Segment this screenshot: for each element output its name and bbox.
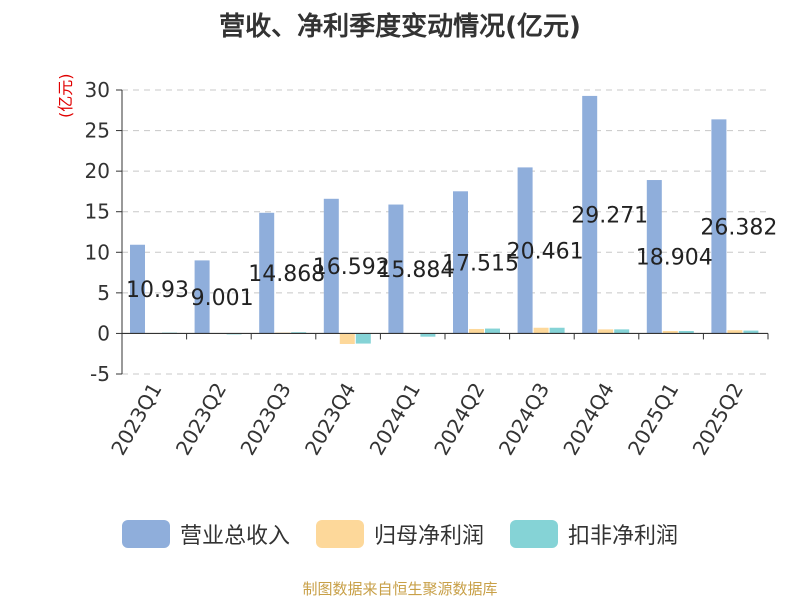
bar-revenue <box>646 180 662 334</box>
data-label-revenue: 14.868 <box>248 262 325 287</box>
bar-revenue <box>130 244 145 334</box>
y-tick-label: 5 <box>97 281 110 305</box>
x-tick-label: 2023Q3 <box>235 379 295 460</box>
legend-item-revenue[interactable]: 营业总收入 <box>121 518 290 550</box>
bar-deducted-profit <box>678 330 694 334</box>
data-label-revenue: 9.001 <box>191 286 254 311</box>
bar-deducted-profit <box>743 330 759 334</box>
legend-item-net-profit[interactable]: 归母净利润 <box>315 518 484 550</box>
y-tick-label: 30 <box>85 78 110 102</box>
bar-revenue <box>194 260 210 334</box>
y-tick-label: -5 <box>90 362 110 386</box>
data-label-revenue: 29.271 <box>571 204 648 229</box>
legend-item-deducted-profit[interactable]: 扣非净利润 <box>510 518 678 550</box>
bar-net-profit <box>598 329 614 334</box>
data-source-note: 制图数据来自恒生聚源数据库 <box>302 580 498 598</box>
bar-deducted-profit <box>614 329 630 334</box>
data-label-revenue: 10.93 <box>126 278 189 303</box>
bar-net-profit <box>469 328 484 334</box>
bar-net-profit <box>533 327 549 334</box>
y-tick-label: 25 <box>85 119 110 143</box>
data-label-revenue: 17.515 <box>442 251 519 276</box>
x-tick-label: 2024Q1 <box>365 379 425 460</box>
bar-revenue <box>259 212 275 334</box>
data-label-revenue: 16.592 <box>313 255 390 280</box>
chart-title: 营收、净利季度变动情况(亿元) <box>219 12 581 42</box>
y-tick-label: 20 <box>85 159 110 183</box>
legend-label-deducted-profit: 扣非净利润 <box>568 524 679 549</box>
legend-label-net-profit: 归母净利润 <box>373 524 484 549</box>
x-tick-label: 2024Q2 <box>429 379 489 460</box>
legend-label-revenue: 营业总收入 <box>179 524 290 549</box>
data-label-revenue: 18.904 <box>636 246 713 271</box>
y-tick-label: 15 <box>85 200 110 224</box>
bar-deducted-profit <box>420 333 436 337</box>
bar-deducted-profit <box>291 332 307 334</box>
x-tick-label: 2025Q2 <box>688 379 748 460</box>
bar-deducted-profit <box>355 333 371 344</box>
bar-deducted-profit <box>485 328 500 334</box>
bar-revenue <box>323 198 339 334</box>
bar-deducted-profit <box>549 327 565 334</box>
legend-swatch-net-profit <box>315 520 364 548</box>
x-tick-label: 2024Q3 <box>494 379 554 460</box>
bar-revenue <box>453 191 468 334</box>
bar-revenue <box>582 95 598 334</box>
legend-swatch-revenue <box>121 520 170 548</box>
x-tick-label: 2023Q1 <box>106 379 166 460</box>
bar-net-profit <box>727 330 743 334</box>
bar-revenue <box>711 119 727 334</box>
bar-revenue <box>517 167 533 334</box>
y-tick-label: 10 <box>85 240 110 264</box>
data-label-revenue: 15.884 <box>377 258 454 283</box>
y-tick-label: 0 <box>97 321 110 345</box>
data-label-revenue: 26.382 <box>700 215 777 240</box>
legend-swatch-deducted-profit <box>510 520 558 548</box>
x-tick-label: 2024Q4 <box>558 379 618 460</box>
bar-revenue <box>388 204 404 334</box>
legend: 营业总收入 归母净利润 扣非净利润 <box>0 518 800 550</box>
data-label-revenue: 20.461 <box>507 239 584 264</box>
bar-net-profit <box>339 333 355 344</box>
bar-net-profit <box>662 330 678 334</box>
x-tick-label: 2025Q1 <box>623 379 683 460</box>
x-tick-label: 2023Q4 <box>300 379 360 460</box>
x-tick-label: 2023Q2 <box>171 379 231 460</box>
